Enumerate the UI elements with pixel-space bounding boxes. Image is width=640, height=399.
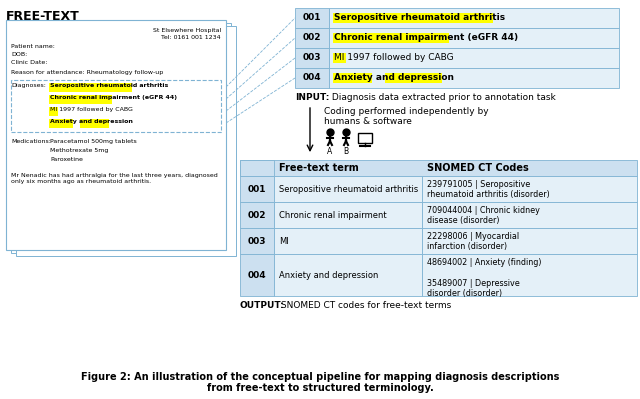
FancyBboxPatch shape: [240, 176, 274, 202]
FancyBboxPatch shape: [358, 133, 372, 143]
Text: MI 1997 followed by CABG: MI 1997 followed by CABG: [50, 107, 133, 112]
Text: humans & software: humans & software: [324, 117, 412, 126]
Text: 239791005 | Seropositive
rheumatoid arthritis (disorder): 239791005 | Seropositive rheumatoid arth…: [427, 180, 550, 200]
FancyBboxPatch shape: [295, 68, 329, 88]
FancyBboxPatch shape: [240, 202, 274, 228]
Text: St Elsewhere Hospital: St Elsewhere Hospital: [153, 28, 221, 33]
Text: INPUT:: INPUT:: [295, 93, 330, 102]
Text: Diagnosis data extracted prior to annotation task: Diagnosis data extracted prior to annota…: [329, 93, 556, 102]
FancyBboxPatch shape: [329, 48, 619, 68]
FancyBboxPatch shape: [240, 228, 274, 254]
FancyBboxPatch shape: [422, 176, 637, 202]
Text: Coding performed independently by: Coding performed independently by: [324, 107, 488, 116]
Text: Seropositive rheumatoid arthritis: Seropositive rheumatoid arthritis: [279, 184, 419, 194]
FancyBboxPatch shape: [16, 26, 236, 256]
Text: FREE-TEXT: FREE-TEXT: [6, 10, 80, 23]
Text: 002: 002: [303, 34, 321, 43]
Text: Chronic renal impairment (eGFR 44): Chronic renal impairment (eGFR 44): [334, 34, 518, 43]
Text: 001: 001: [248, 184, 266, 194]
FancyBboxPatch shape: [295, 28, 329, 48]
Text: Mr Nenadic has had arthralgia for the last three years, diagnosed
only six month: Mr Nenadic has had arthralgia for the la…: [11, 173, 218, 184]
FancyBboxPatch shape: [329, 28, 619, 48]
Text: Free-text term: Free-text term: [279, 163, 359, 173]
FancyBboxPatch shape: [49, 107, 58, 116]
FancyBboxPatch shape: [333, 73, 372, 83]
Text: Methotrexate 5mg: Methotrexate 5mg: [50, 148, 108, 153]
Text: SNOMED CT Codes: SNOMED CT Codes: [427, 163, 529, 173]
FancyBboxPatch shape: [274, 176, 422, 202]
FancyBboxPatch shape: [333, 53, 346, 63]
Text: OUTPUT:: OUTPUT:: [240, 301, 285, 310]
Text: Tel: 0161 001 1234: Tel: 0161 001 1234: [161, 35, 221, 40]
Text: Chronic renal impairment (eGFR 44): Chronic renal impairment (eGFR 44): [50, 95, 177, 100]
Text: SNOMED CT codes for free-text terms: SNOMED CT codes for free-text terms: [278, 301, 451, 310]
Text: 48694002 | Anxiety (finding)

35489007 | Depressive
disorder (disorder): 48694002 | Anxiety (finding) 35489007 | …: [427, 258, 541, 298]
Text: DOB:: DOB:: [11, 52, 28, 57]
FancyBboxPatch shape: [295, 48, 329, 68]
FancyBboxPatch shape: [329, 68, 619, 88]
FancyBboxPatch shape: [240, 160, 637, 176]
Text: 003: 003: [248, 237, 266, 245]
Text: Paroxetine: Paroxetine: [50, 157, 83, 162]
FancyBboxPatch shape: [329, 8, 619, 28]
FancyBboxPatch shape: [6, 20, 226, 250]
FancyBboxPatch shape: [49, 119, 73, 128]
Text: Figure 2: An illustration of the conceptual pipeline for mapping diagnosis descr: Figure 2: An illustration of the concept…: [81, 372, 559, 382]
Text: 001: 001: [303, 14, 321, 22]
Text: MI: MI: [279, 237, 289, 245]
FancyBboxPatch shape: [422, 254, 637, 296]
FancyBboxPatch shape: [333, 13, 493, 23]
FancyBboxPatch shape: [274, 254, 422, 296]
Text: Anxiety and depression: Anxiety and depression: [50, 119, 133, 124]
Text: Diagnoses:: Diagnoses:: [11, 83, 46, 88]
Text: 004: 004: [248, 271, 266, 280]
Text: 709044004 | Chronic kidney
disease (disorder): 709044004 | Chronic kidney disease (diso…: [427, 206, 540, 225]
Text: Anxiety and depression: Anxiety and depression: [334, 73, 454, 83]
FancyBboxPatch shape: [274, 228, 422, 254]
Text: Seropositive rheumatoid arthritis: Seropositive rheumatoid arthritis: [334, 14, 505, 22]
FancyBboxPatch shape: [274, 202, 422, 228]
Text: 22298006 | Myocardial
infarction (disorder): 22298006 | Myocardial infarction (disord…: [427, 232, 519, 251]
Text: Clinic Date:: Clinic Date:: [11, 60, 47, 65]
FancyBboxPatch shape: [49, 83, 132, 92]
FancyBboxPatch shape: [11, 23, 231, 253]
Text: 004: 004: [303, 73, 321, 83]
FancyBboxPatch shape: [49, 95, 112, 104]
Text: Patient name:: Patient name:: [11, 44, 55, 49]
FancyBboxPatch shape: [240, 254, 274, 296]
FancyBboxPatch shape: [80, 119, 109, 128]
Text: A: A: [328, 147, 333, 156]
FancyBboxPatch shape: [295, 8, 329, 28]
Text: Chronic renal impairment: Chronic renal impairment: [279, 211, 387, 219]
FancyBboxPatch shape: [385, 73, 442, 83]
FancyBboxPatch shape: [240, 160, 274, 176]
Text: Anxiety and depression: Anxiety and depression: [279, 271, 378, 280]
Text: Seropositive rheumatoid arthritis: Seropositive rheumatoid arthritis: [50, 83, 168, 88]
Text: Paracetamol 500mg tablets: Paracetamol 500mg tablets: [50, 139, 137, 144]
FancyBboxPatch shape: [422, 228, 637, 254]
Text: Medications:: Medications:: [11, 139, 51, 144]
FancyBboxPatch shape: [422, 202, 637, 228]
Text: MI 1997 followed by CABG: MI 1997 followed by CABG: [334, 53, 454, 63]
Text: from free-text to structured terminology.: from free-text to structured terminology…: [207, 383, 433, 393]
Text: 003: 003: [303, 53, 321, 63]
Text: 002: 002: [248, 211, 266, 219]
FancyBboxPatch shape: [11, 80, 221, 132]
Text: Reason for attendance: Rheumatology follow-up: Reason for attendance: Rheumatology foll…: [11, 70, 163, 75]
FancyBboxPatch shape: [333, 33, 449, 43]
Text: B: B: [344, 147, 349, 156]
